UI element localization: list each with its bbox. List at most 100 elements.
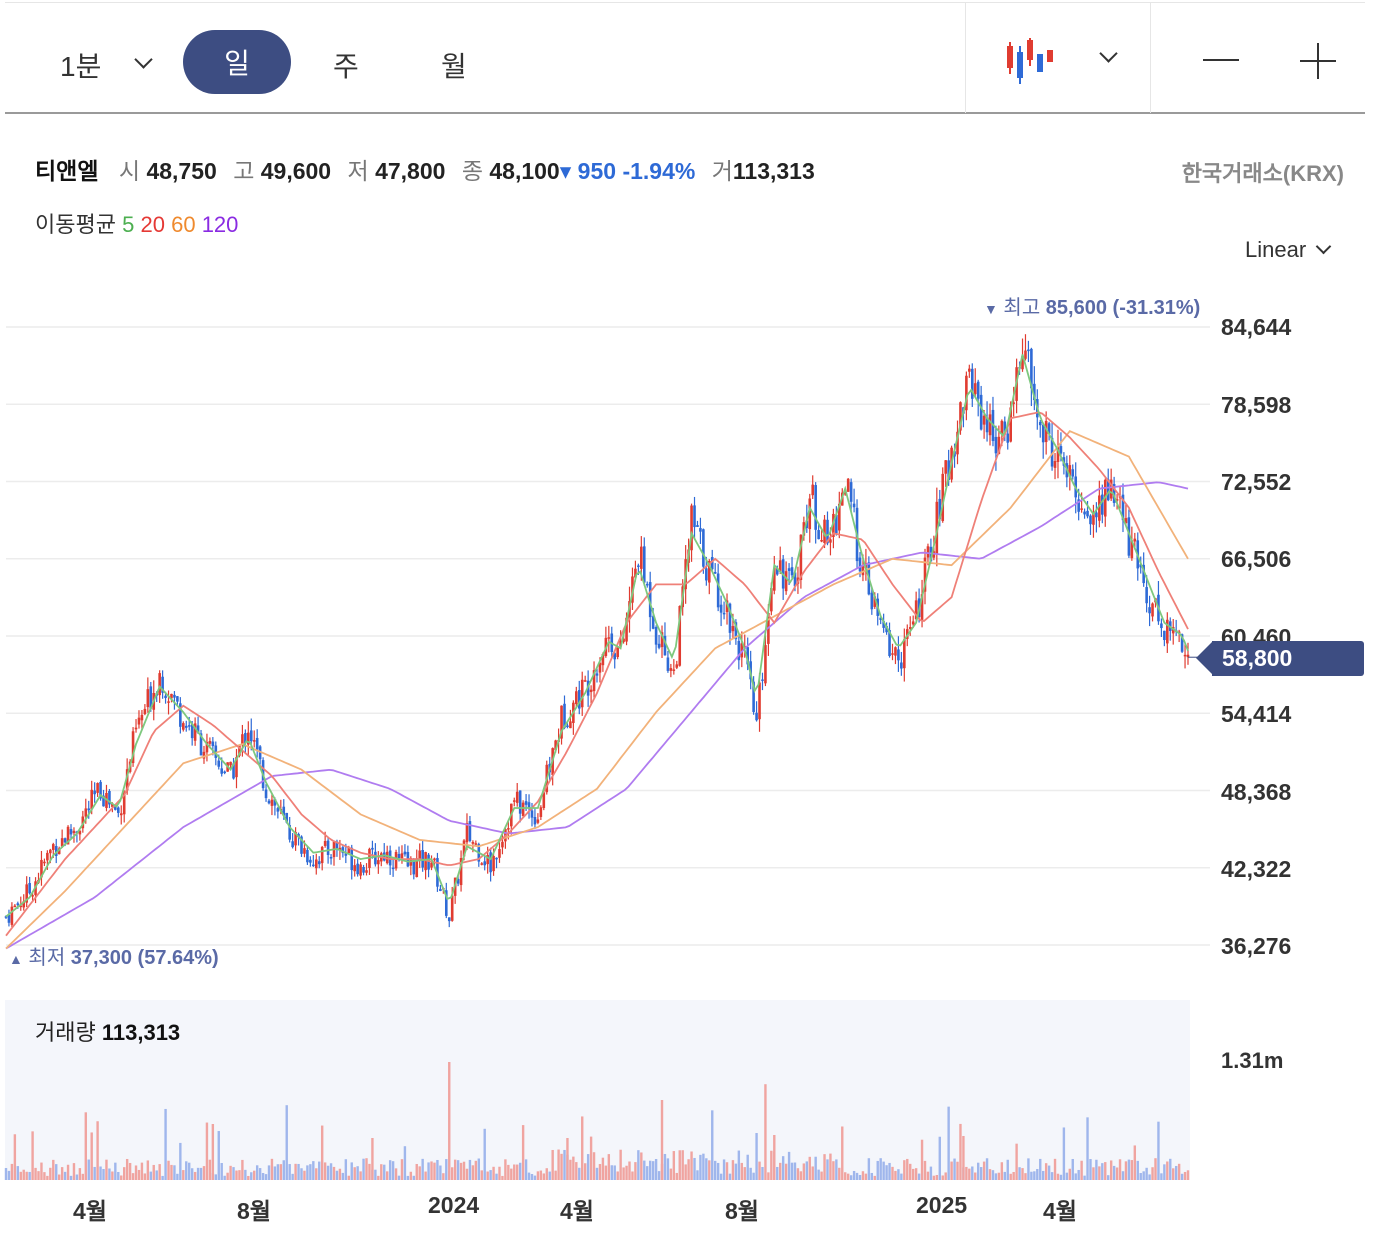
volume-bar (52, 1159, 55, 1180)
scale-select[interactable]: Linear (1245, 237, 1332, 263)
volume-bar (1109, 1160, 1113, 1180)
candle-body (182, 723, 185, 730)
volume-bar (388, 1160, 392, 1180)
volume-bar (143, 1173, 147, 1180)
volume-bar (660, 1100, 664, 1180)
period-day-button[interactable]: 일 (183, 30, 291, 94)
volume-bar (634, 1162, 637, 1180)
candle-body (920, 594, 924, 621)
volume-bar (96, 1121, 99, 1180)
volume-bar (920, 1139, 924, 1180)
candle-body (202, 751, 206, 759)
moving-average-legend[interactable]: 이동평균 5 20 60 120 (35, 207, 238, 239)
volume-bar (586, 1154, 590, 1180)
volume-bar (997, 1172, 1001, 1180)
stock-name: 티앤엘 (35, 158, 99, 184)
zoom-out-button[interactable] (1203, 59, 1239, 61)
volume-bar (306, 1165, 309, 1180)
volume-bar (188, 1162, 191, 1180)
volume-bar (149, 1171, 152, 1180)
candle-body (19, 905, 23, 908)
volume-bar (199, 1167, 203, 1180)
volume-bar (323, 1162, 327, 1180)
candle-body (648, 582, 652, 618)
candle-body (1121, 494, 1125, 521)
volume-bar (675, 1172, 678, 1180)
high-marker: ▼ 최고 85,600 (-31.31%) (984, 291, 1200, 320)
volume-bar (657, 1171, 661, 1180)
volume-bar (651, 1161, 655, 1180)
volume-bar (1059, 1174, 1063, 1180)
candle-body (634, 568, 637, 578)
candle-body (400, 853, 404, 859)
volume-bar (979, 1167, 983, 1180)
volume-bar (965, 1166, 968, 1180)
high-marker-arrow-icon: ▼ (984, 301, 998, 317)
volume-bar (855, 1172, 859, 1180)
volume-bar (329, 1163, 333, 1180)
candle-body (914, 600, 918, 620)
open-value: 48,750 (146, 158, 217, 184)
candle-body (267, 800, 271, 804)
candle-body (22, 901, 26, 908)
toolbar-divider (1150, 3, 1151, 113)
candle-body (418, 850, 421, 859)
candle-body (858, 557, 862, 572)
period-week-button[interactable]: 주 (333, 51, 359, 82)
volume-bar (69, 1175, 73, 1180)
candle-body (1092, 512, 1095, 525)
volume-bar (1083, 1175, 1086, 1180)
candle-body (282, 806, 286, 816)
volume-bar (208, 1159, 212, 1180)
volume-bar (911, 1168, 915, 1180)
candle-body (1142, 564, 1145, 584)
candle-body (988, 414, 992, 436)
candlestick-style-icon[interactable] (1003, 36, 1063, 86)
volume-bar (19, 1171, 22, 1180)
volume-bar (247, 1175, 250, 1180)
candle-body (982, 415, 986, 425)
volume-bar (326, 1165, 330, 1180)
period-month-button[interactable]: 월 (441, 51, 467, 82)
volume-bar (740, 1162, 743, 1180)
volume-bar (533, 1175, 537, 1180)
candle-body (102, 795, 105, 807)
candle-body (642, 546, 646, 583)
candle-body (223, 771, 226, 774)
volume-bar (43, 1172, 46, 1180)
candle-body (521, 802, 525, 816)
candle-body (536, 819, 540, 823)
candle-body (474, 843, 478, 845)
volume-bar (312, 1161, 315, 1180)
volume-bar (90, 1132, 93, 1180)
candle-body (312, 864, 315, 867)
candle-body (1021, 356, 1024, 370)
volume-bar (1065, 1172, 1069, 1180)
candle-body (852, 503, 856, 508)
volume-bar (409, 1171, 413, 1180)
candle-body (134, 727, 138, 730)
volume-bar (669, 1168, 673, 1180)
candle-body (60, 838, 64, 847)
volume-bar (861, 1171, 865, 1180)
volume-bar (1157, 1121, 1160, 1180)
candle-body (672, 669, 676, 671)
candle-body (894, 647, 897, 656)
ma-120-label: 120 (201, 212, 239, 237)
candle-body (1030, 348, 1033, 389)
candle-body (184, 725, 188, 728)
candle-body (31, 895, 34, 897)
volume-bar (400, 1159, 404, 1180)
volume-bar (1095, 1159, 1098, 1180)
zoom-in-button[interactable] (1300, 43, 1336, 79)
volume-bar (459, 1162, 463, 1180)
volume-bar (78, 1168, 82, 1180)
volume-bar (394, 1168, 398, 1180)
candle-body (193, 723, 197, 741)
volume-bar (436, 1159, 439, 1180)
volume-bar (551, 1149, 554, 1180)
candle-body (938, 498, 942, 520)
interval-select-label[interactable]: 1분 (60, 51, 102, 82)
candle-body (832, 513, 835, 538)
